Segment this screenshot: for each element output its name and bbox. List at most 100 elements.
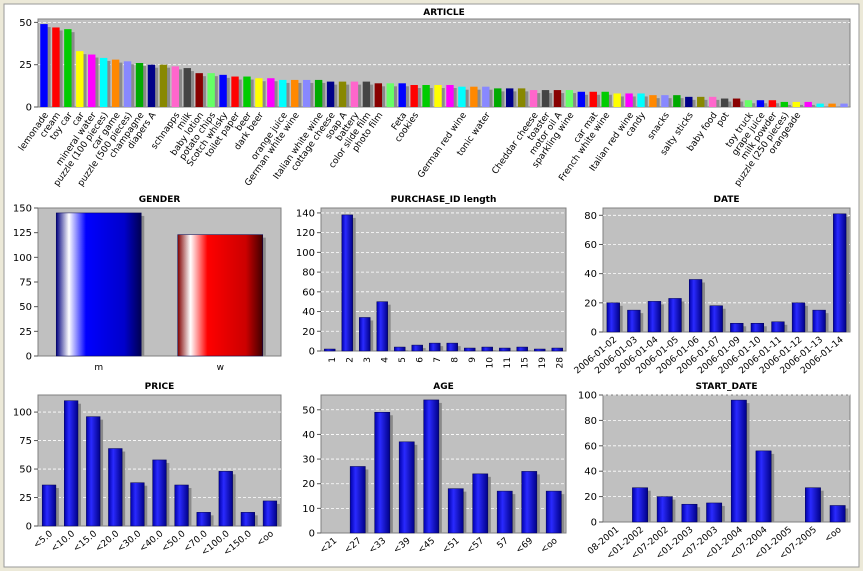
y-tick-label: 20 — [302, 479, 315, 490]
bar-15-0 — [86, 416, 101, 527]
bar-diapers-b — [159, 64, 168, 107]
bar-70-0 — [196, 512, 211, 527]
x-tick-label: w — [217, 363, 224, 373]
bar-45 — [423, 399, 440, 534]
y-tick-label: 0 — [309, 529, 315, 540]
bar-2006-01-02 — [606, 302, 620, 333]
bar-39 — [398, 441, 415, 534]
bar-51 — [447, 488, 464, 534]
bar-w — [177, 234, 264, 357]
y-tick-label: 60 — [584, 441, 597, 452]
bar-2006-01-13 — [812, 309, 826, 333]
bar-10-0 — [64, 400, 79, 527]
bar-car — [76, 51, 84, 107]
y-tick-label: 40 — [584, 269, 597, 280]
bar-bread — [470, 86, 478, 107]
chart-title: ARTICLE — [423, 8, 464, 18]
bar-2006-01-12 — [791, 302, 806, 333]
bar-dark-beer — [255, 78, 263, 107]
y-tick-label: 20 — [302, 327, 315, 338]
x-tick-label: 3 — [363, 357, 373, 363]
bar-11 — [499, 347, 511, 352]
x-tick-label: 19 — [538, 357, 548, 369]
bar-cheddar-cheese — [529, 90, 538, 107]
bar-cookies — [410, 85, 418, 107]
chart-gender: GENDER 0 25 50 75 100 125 150 m w — [13, 195, 282, 373]
bar-cream — [52, 27, 60, 107]
bar-40-0 — [152, 459, 167, 527]
bar-paper — [613, 93, 621, 107]
y-tick-label: 100 — [578, 391, 597, 402]
bar-2006-01-05 — [668, 298, 682, 333]
bar-toilet-paper — [231, 76, 239, 107]
bar-4 — [376, 301, 388, 352]
y-tick-label: 25 — [19, 327, 32, 338]
bar-german-white-wine-b — [494, 88, 502, 107]
x-tick-label: 7 — [433, 357, 443, 363]
y-tick-label: 150 — [13, 204, 32, 215]
bar-sparkling-wine — [565, 90, 574, 107]
bar-champagne — [135, 63, 144, 107]
y-tick-label: 0 — [591, 328, 597, 339]
bar-french-white-wine — [601, 91, 609, 107]
chart-purchase-id-length: PURCHASE_ID length 0 20 40 60 80 100 120 140 1 2 3 4… — [296, 195, 567, 369]
y-tick-label: 100 — [296, 248, 315, 259]
bar-salty-sticks — [685, 96, 693, 107]
bar-3 — [359, 317, 371, 352]
bar-soap-b — [577, 91, 586, 107]
bar-toaster — [541, 90, 550, 107]
chart-title: START_DATE — [695, 382, 757, 392]
bar-lemon — [804, 101, 812, 107]
bar-19 — [534, 348, 546, 352]
y-tick-label: 25 — [19, 60, 32, 71]
bar-italian-red-wine — [625, 93, 633, 107]
bar-07-2002 — [656, 496, 673, 523]
bar-oo — [545, 490, 562, 534]
bar-mineral-water — [88, 54, 96, 107]
y-tick-label: 50 — [302, 405, 315, 416]
chart-title: GENDER — [139, 195, 181, 205]
bar-2006-01-04 — [647, 301, 662, 333]
bar-150-0 — [240, 512, 255, 527]
bar-oo — [262, 500, 278, 527]
y-tick-label: 80 — [584, 211, 597, 222]
bar-baby-food — [708, 96, 717, 107]
chart-title: DATE — [713, 195, 739, 205]
y-tick-label: 140 — [296, 208, 315, 219]
bar-italian-white-wine — [314, 79, 323, 107]
bar-2 — [341, 214, 353, 352]
plot-area — [602, 207, 851, 333]
bar-scotch-whisky — [219, 74, 227, 107]
bar-puzzle-500-pieces — [123, 61, 132, 107]
bar-toy-truck — [744, 100, 753, 107]
bar-cheddar — [422, 85, 430, 107]
bar-motor-oil-a — [553, 90, 562, 107]
y-tick-label: 25 — [19, 493, 32, 504]
bar-33 — [374, 412, 391, 534]
bar-1 — [324, 348, 336, 352]
y-tick-label: 0 — [26, 352, 32, 363]
bar-2006-01-14 — [833, 213, 847, 333]
bar-15 — [516, 346, 528, 352]
bar-cola — [828, 103, 836, 107]
y-tick-label: 0 — [591, 518, 597, 529]
bar-coca-cola — [434, 85, 442, 107]
y-tick-label: 10 — [302, 504, 315, 515]
bar-lemonade — [40, 24, 48, 108]
bar-snacks — [661, 95, 669, 107]
bar-diapers-c — [302, 79, 311, 107]
bar-100-0 — [218, 471, 233, 527]
x-tick-label: 15 — [520, 357, 530, 368]
bar-milk — [183, 68, 191, 107]
bar-07-2004 — [755, 450, 772, 523]
bar-10 — [481, 346, 493, 352]
chart-start-date: START_DATE02040608010008-2001<01-2002<07… — [578, 382, 851, 562]
x-tick-label: 28 — [555, 357, 565, 369]
bar-tonic-water — [482, 86, 490, 107]
chart-title: PRICE — [145, 382, 175, 392]
x-tick-label: 9 — [468, 357, 478, 363]
bar-puzzle-100-pieces — [99, 57, 108, 107]
bar-orange-juice — [279, 79, 287, 107]
bar-2006-01-07 — [709, 305, 723, 333]
y-tick-label: 0 — [26, 522, 32, 533]
